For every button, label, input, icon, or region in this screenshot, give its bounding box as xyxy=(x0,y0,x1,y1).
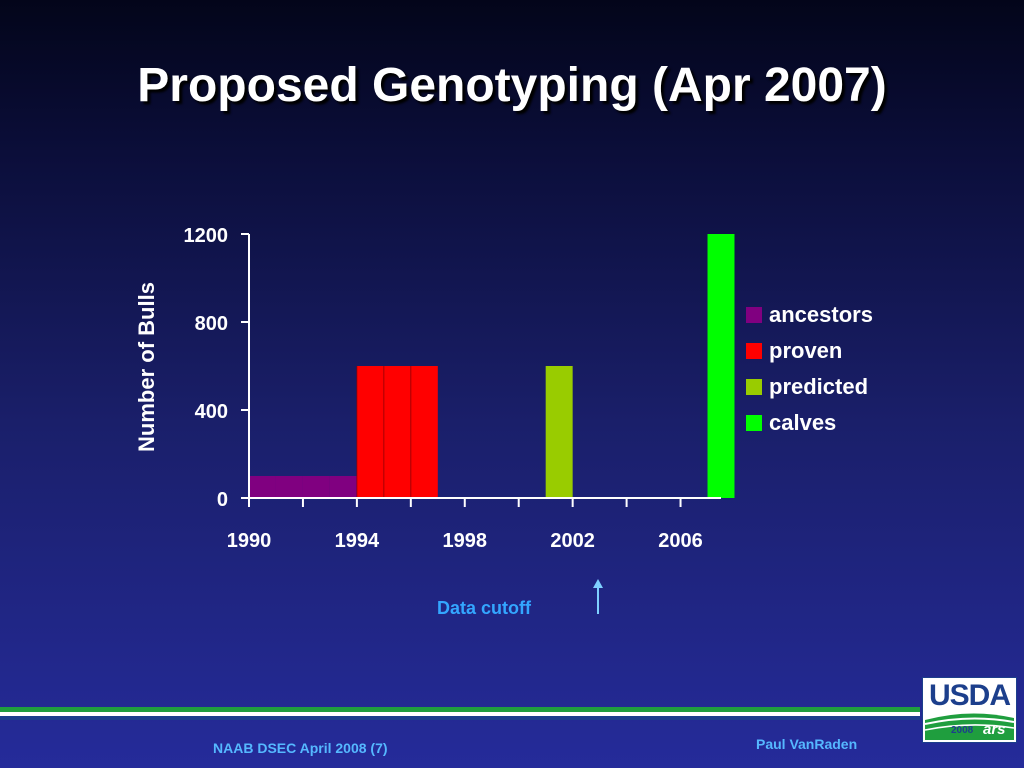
usda-logo-text: USDA xyxy=(928,679,1011,712)
bar-proven-1996 xyxy=(410,366,438,498)
bar-predicted-2001 xyxy=(545,366,573,498)
legend: ancestors proven predicted calves xyxy=(746,302,873,435)
legend-label-calves: calves xyxy=(769,410,836,435)
x-tick-label-2002: 2002 xyxy=(550,530,595,552)
footer-stripe-white xyxy=(0,712,920,716)
legend-label-predicted: predicted xyxy=(769,374,868,399)
footer-stripe-green xyxy=(0,707,920,712)
legend-label-proven: proven xyxy=(769,338,842,363)
footer-author: Paul VanRaden xyxy=(756,736,858,752)
legend-swatch-calves xyxy=(746,415,762,431)
slide-title: Proposed Genotyping (Apr 2007) xyxy=(137,59,887,112)
legend-label-ancestors: ancestors xyxy=(769,302,873,327)
usda-logo: USDA 2008 ars xyxy=(922,677,1017,743)
y-tick-label-400: 400 xyxy=(195,401,228,423)
y-tick-label-800: 800 xyxy=(195,313,228,335)
legend-swatch-proven xyxy=(746,343,762,359)
x-tick-label-1990: 1990 xyxy=(227,530,272,552)
bar-proven-1995 xyxy=(383,366,411,498)
legend-swatch-predicted xyxy=(746,379,762,395)
bar-ancestors-1992 xyxy=(302,476,330,498)
data-cutoff-label: Data cutoff xyxy=(437,598,531,618)
x-tick-label-1994: 1994 xyxy=(335,530,380,552)
footer-event: NAAB DSEC April 2008 (7) xyxy=(213,740,388,756)
data-cutoff-arrow-icon xyxy=(593,579,603,614)
legend-swatch-ancestors xyxy=(746,307,762,323)
y-tick-label-1200: 1200 xyxy=(184,225,229,247)
bar-ancestors-1991 xyxy=(275,476,303,498)
bar-calves-2007 xyxy=(707,234,735,498)
bar-ancestors-1990 xyxy=(249,476,276,498)
usda-logo-year: 2008 xyxy=(951,725,974,736)
y-axis-label: Number of Bulls xyxy=(134,282,159,452)
footer-stripe-blue xyxy=(0,716,920,720)
x-tick-label-2006: 2006 xyxy=(658,530,703,552)
usda-logo-field-icon xyxy=(925,713,1014,740)
ars-logo-mark: ars xyxy=(983,721,1006,738)
bars-group xyxy=(249,234,735,498)
x-tick-label-1998: 1998 xyxy=(443,530,488,552)
axes-group: 0 400 800 1200 1990 1994 1998 2002 2006 xyxy=(184,225,721,552)
bar-ancestors-1993 xyxy=(329,476,357,498)
bar-proven-1994 xyxy=(356,366,384,498)
y-tick-label-0: 0 xyxy=(217,489,228,511)
